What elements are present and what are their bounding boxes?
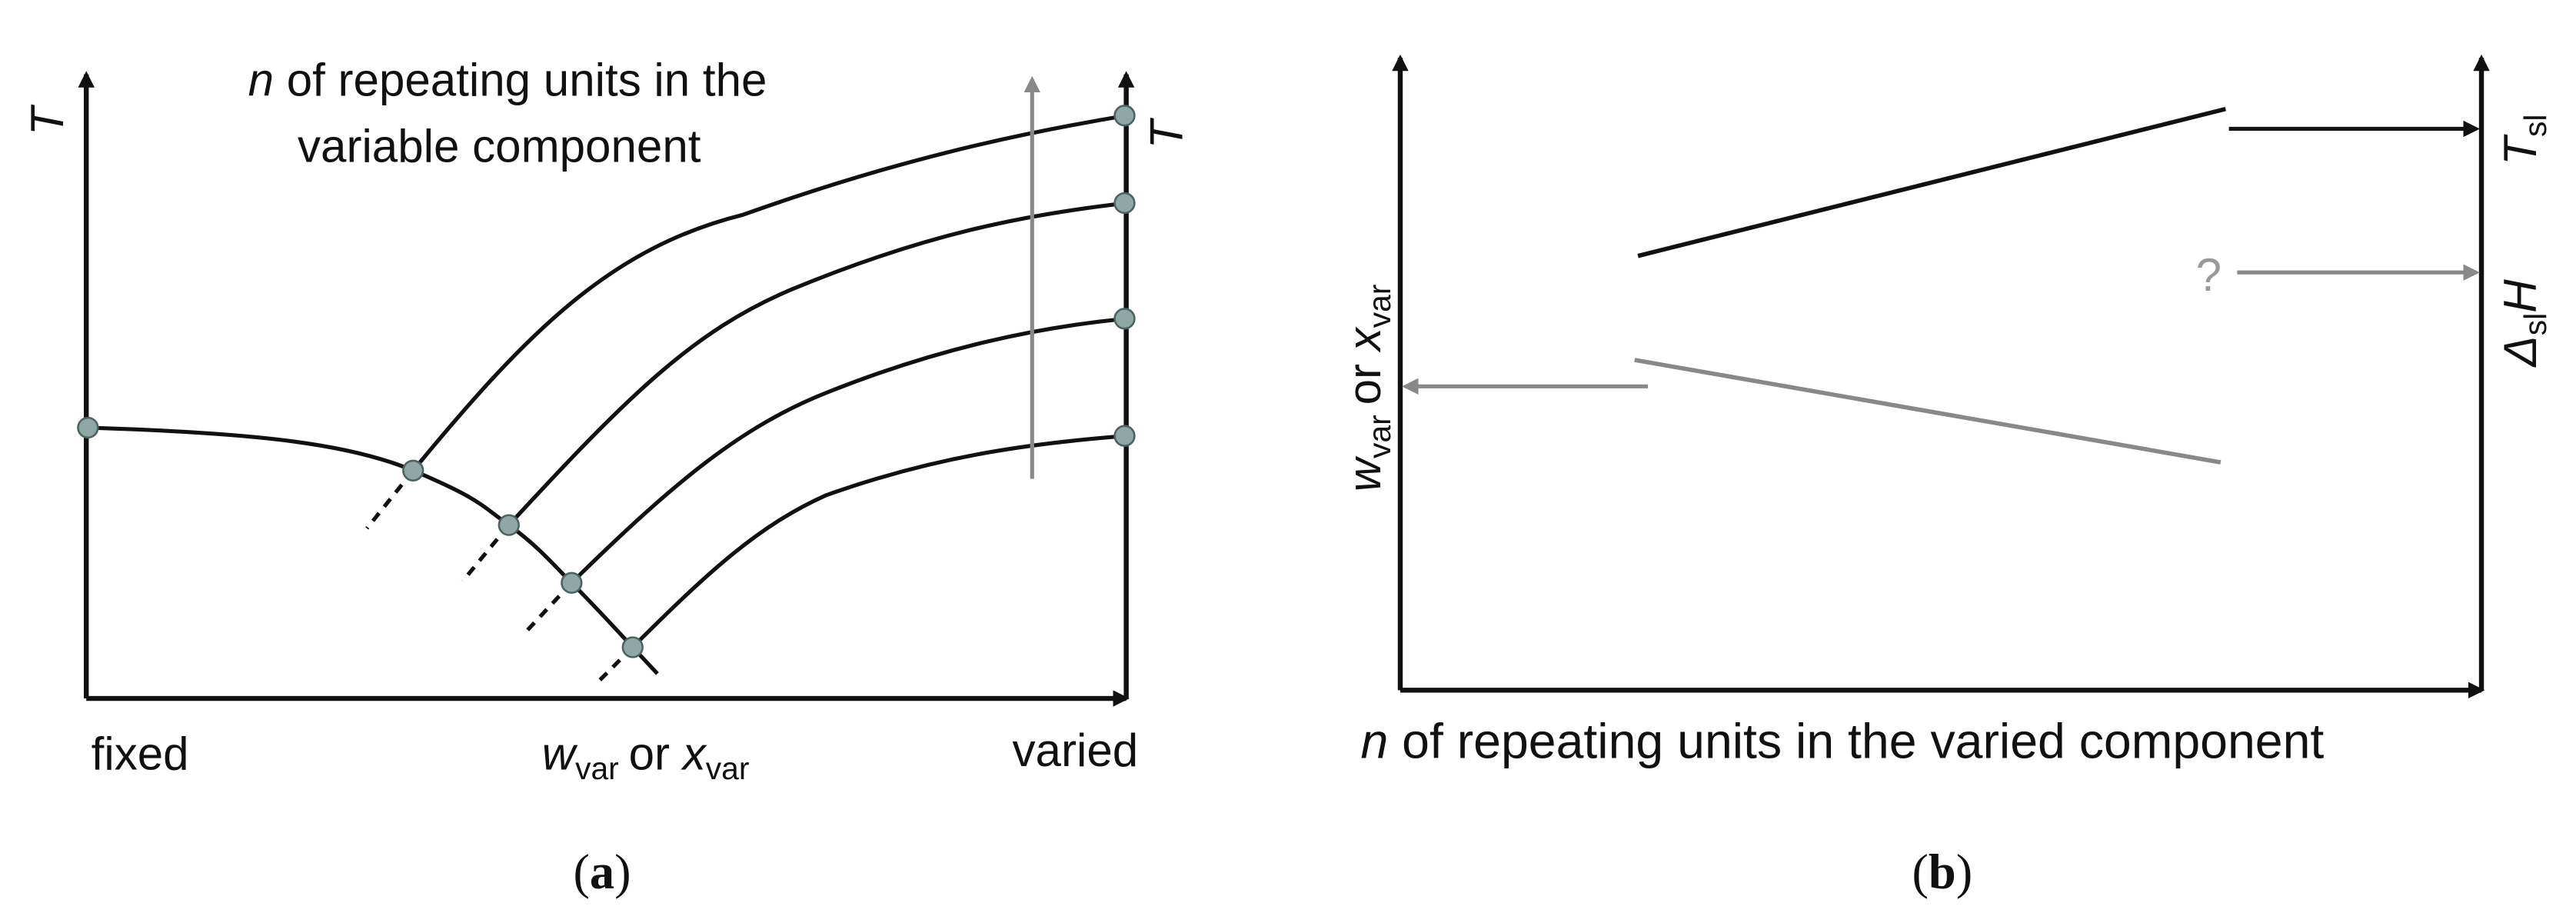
text: var xyxy=(706,751,750,786)
text: H xyxy=(2494,279,2546,313)
x-label: n of repeating units in the varied compo… xyxy=(1360,713,2324,768)
text: n xyxy=(248,55,274,106)
y-label: Tsl xyxy=(2494,114,2553,165)
text: of repeating units in the varied compone… xyxy=(1402,713,2324,768)
annotation: n of repeating units in the xyxy=(248,55,767,106)
dashed-extensions xyxy=(365,469,634,684)
text: of repeating units in the xyxy=(287,55,767,106)
curve xyxy=(570,316,1127,585)
text: Δ xyxy=(2494,335,2546,368)
text: or xyxy=(1339,364,1390,405)
text: x xyxy=(681,728,707,779)
text: w xyxy=(542,728,578,779)
curve xyxy=(86,425,659,675)
y-label: T xyxy=(1141,117,1193,148)
curve xyxy=(411,113,1127,472)
text: x xyxy=(1339,326,1390,353)
y-label: wvaror xvar xyxy=(1339,285,1397,492)
panel-b: ? wvaror xvar Tsl ΔslH n of repeating un… xyxy=(1339,54,2553,899)
x-label: fixed xyxy=(92,728,189,779)
text: b xyxy=(1929,845,1956,899)
text: sl xyxy=(2518,114,2553,136)
text: ( xyxy=(573,845,589,899)
text: var xyxy=(575,751,619,786)
text: a xyxy=(590,845,614,899)
text: var xyxy=(1362,415,1397,458)
text: n xyxy=(1360,713,1388,768)
line xyxy=(1637,106,2226,258)
annotation: variable component xyxy=(298,120,701,172)
line xyxy=(1634,358,2222,465)
points xyxy=(77,105,1136,658)
text: w xyxy=(1339,455,1390,491)
text: ) xyxy=(614,845,631,899)
curve xyxy=(631,434,1127,649)
text: T xyxy=(2494,134,2546,165)
caption: (b) xyxy=(1912,845,1972,899)
x-label: wvar or xvar xyxy=(542,728,750,786)
curve xyxy=(507,201,1127,527)
y-label: T xyxy=(22,104,73,135)
text: or xyxy=(629,728,670,779)
text: ) xyxy=(1956,845,1972,899)
text: ( xyxy=(1912,845,1928,899)
panel-a: n of repeating units in the variable com… xyxy=(22,55,1192,899)
text: sl xyxy=(2518,313,2553,335)
unknown-mark: ? xyxy=(2196,249,2222,301)
y-label: ΔslH xyxy=(2494,279,2553,368)
x-label: varied xyxy=(1013,725,1139,776)
caption: (a) xyxy=(573,845,631,899)
text: var xyxy=(1362,285,1397,328)
